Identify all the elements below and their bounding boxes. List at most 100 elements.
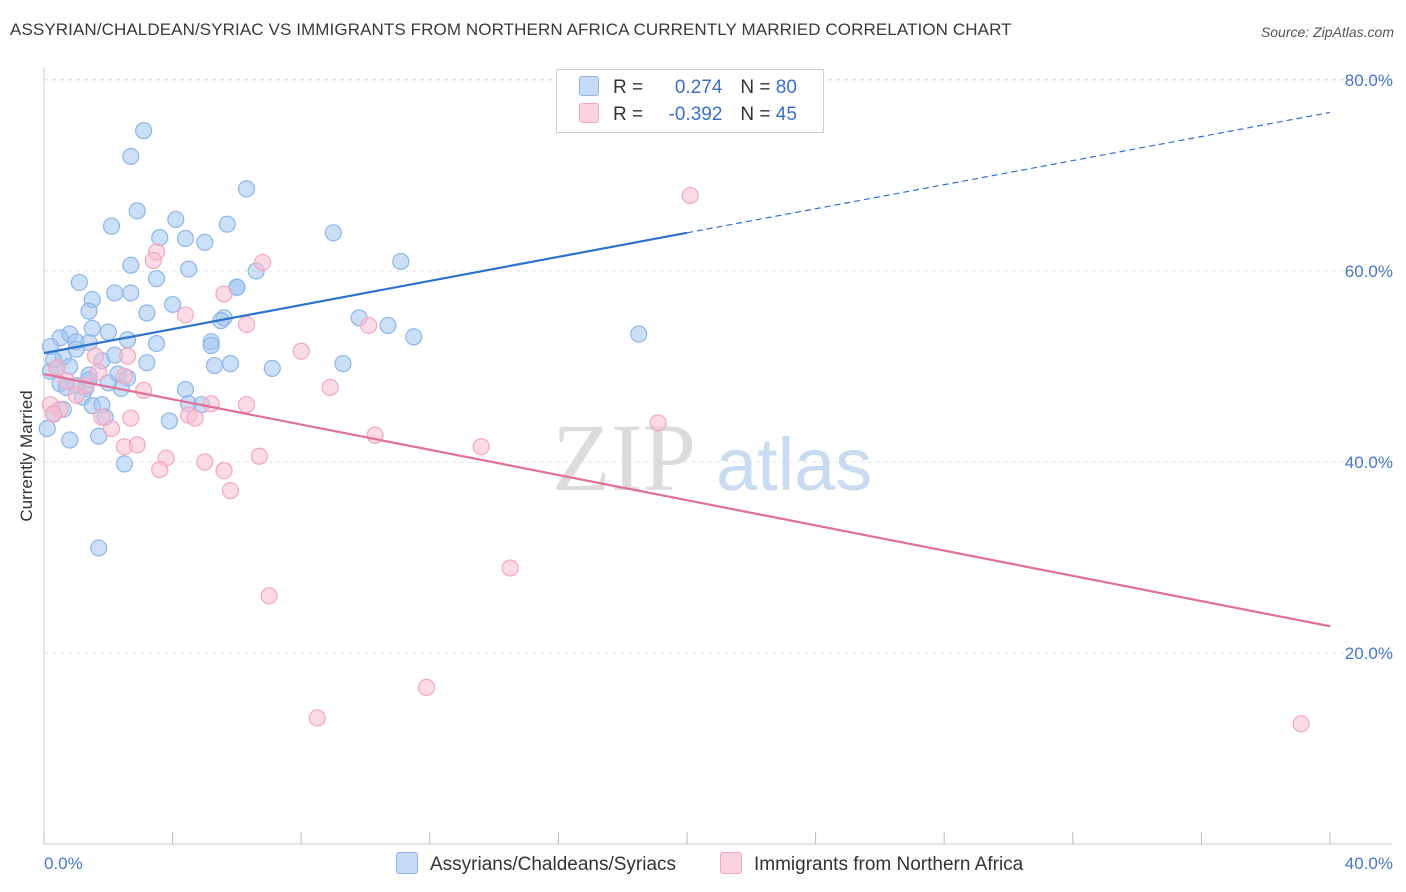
point-assyrians (218, 215, 236, 233)
point-assyrians (392, 252, 410, 271)
legend-swatch-pink (579, 103, 599, 123)
chart-title: ASSYRIAN/CHALDEAN/SYRIAC VS IMMIGRANTS F… (10, 20, 1012, 39)
point-assyrians (147, 270, 166, 288)
legend-r-label: R = (613, 104, 644, 125)
point-assyrians (106, 284, 124, 302)
point-assyrians (196, 233, 214, 251)
point-assyrians (70, 273, 88, 292)
axes (43, 68, 1392, 845)
legend-swatch-blue (579, 76, 599, 96)
point-immigrants (45, 405, 63, 423)
point-immigrants (308, 709, 326, 727)
point-immigrants (196, 453, 214, 471)
x-tick-label: 0.0% (44, 854, 83, 873)
point-assyrians (164, 295, 182, 314)
point-immigrants (215, 285, 233, 303)
point-assyrians (221, 355, 240, 373)
watermark: ZIP atlas (552, 404, 872, 511)
point-immigrants (237, 315, 256, 334)
legend-label-immigrants: Immigrants from Northern Africa (754, 854, 1024, 875)
point-assyrians (630, 325, 648, 343)
legend-swatch-blue (396, 852, 418, 874)
point-immigrants (417, 678, 436, 696)
point-assyrians (263, 359, 281, 378)
point-assyrians (67, 340, 85, 358)
point-assyrians (160, 412, 178, 430)
legend-item-immigrants: Immigrants from Northern Africa (720, 852, 1023, 876)
point-immigrants (221, 482, 240, 500)
point-assyrians (61, 431, 79, 449)
legend-item-assyrians: Assyrians/Chaldeans/Syriacs (396, 852, 676, 876)
point-assyrians (237, 180, 256, 198)
point-assyrians (38, 419, 56, 438)
point-assyrians (102, 217, 121, 235)
legend-label-assyrians: Assyrians/Chaldeans/Syriacs (430, 854, 677, 875)
y-tick-label: 80.0% (1345, 71, 1393, 90)
legend-n-value: 45 (775, 104, 797, 125)
point-assyrians (176, 380, 195, 399)
legend-row-assyrians: R = 0.274 N = 80 (579, 76, 797, 98)
point-immigrants (254, 253, 272, 272)
point-assyrians (135, 122, 153, 140)
point-assyrians (138, 304, 156, 322)
point-assyrians (80, 302, 98, 320)
point-immigrants (48, 358, 66, 377)
point-assyrians (83, 319, 101, 337)
grid-lines (44, 78, 1392, 654)
trendline-immigrants (43, 373, 1331, 628)
point-assyrians (202, 336, 220, 355)
point-assyrians (118, 331, 137, 349)
legend-r-value: 0.274 (674, 77, 723, 98)
legend-r-value: -0.392 (668, 104, 723, 125)
point-immigrants (1292, 715, 1310, 733)
point-immigrants (122, 409, 140, 427)
trendline-assyrians-extension (686, 111, 1331, 234)
point-immigrants (321, 378, 339, 397)
point-assyrians (90, 427, 108, 445)
point-assyrians (205, 356, 223, 375)
point-immigrants (215, 461, 233, 480)
point-assyrians (151, 228, 169, 247)
point-assyrians (90, 539, 108, 557)
legend-n-label: N = (740, 77, 771, 98)
point-assyrians (99, 323, 117, 341)
point-immigrants (144, 251, 162, 270)
legend-n-value: 80 (775, 77, 797, 98)
watermark-zip: ZIP (552, 404, 696, 511)
y-axis-label: Currently Married (17, 390, 36, 521)
point-assyrians (405, 328, 423, 346)
point-immigrants (128, 436, 146, 454)
legend-n-label: N = (740, 104, 771, 125)
point-assyrians (379, 316, 397, 335)
point-assyrians (147, 334, 166, 353)
point-assyrians (122, 147, 140, 165)
point-immigrants (86, 347, 105, 365)
point-immigrants (118, 347, 137, 365)
point-immigrants (472, 438, 490, 456)
point-immigrants (90, 363, 108, 381)
point-immigrants (260, 587, 278, 605)
correlation-legend: R = 0.274 N = 80 R = -0.392 N = 45 (556, 69, 824, 133)
trend-lines (43, 111, 1331, 628)
point-immigrants (649, 414, 667, 432)
watermark-atlas: atlas (716, 423, 872, 506)
y-tick-label: 60.0% (1345, 262, 1393, 281)
point-immigrants (176, 306, 195, 324)
point-immigrants (93, 408, 111, 426)
point-immigrants (501, 559, 519, 577)
point-assyrians (122, 256, 140, 274)
point-immigrants (102, 419, 121, 438)
point-immigrants (186, 409, 204, 427)
y-tick-label: 40.0% (1345, 453, 1393, 472)
point-assyrians (138, 354, 156, 372)
point-immigrants (135, 381, 153, 399)
tick-labels: 20.0% 40.0% 60.0% 80.0% 0.0% 40.0% (44, 71, 1393, 873)
point-immigrants (202, 395, 220, 413)
point-immigrants (360, 316, 378, 335)
point-immigrants (67, 386, 85, 404)
point-immigrants (292, 342, 310, 360)
y-tick-label: 20.0% (1345, 644, 1393, 663)
point-assyrians (167, 210, 185, 229)
series-immigrants-points (41, 186, 1310, 733)
point-immigrants (115, 367, 133, 385)
